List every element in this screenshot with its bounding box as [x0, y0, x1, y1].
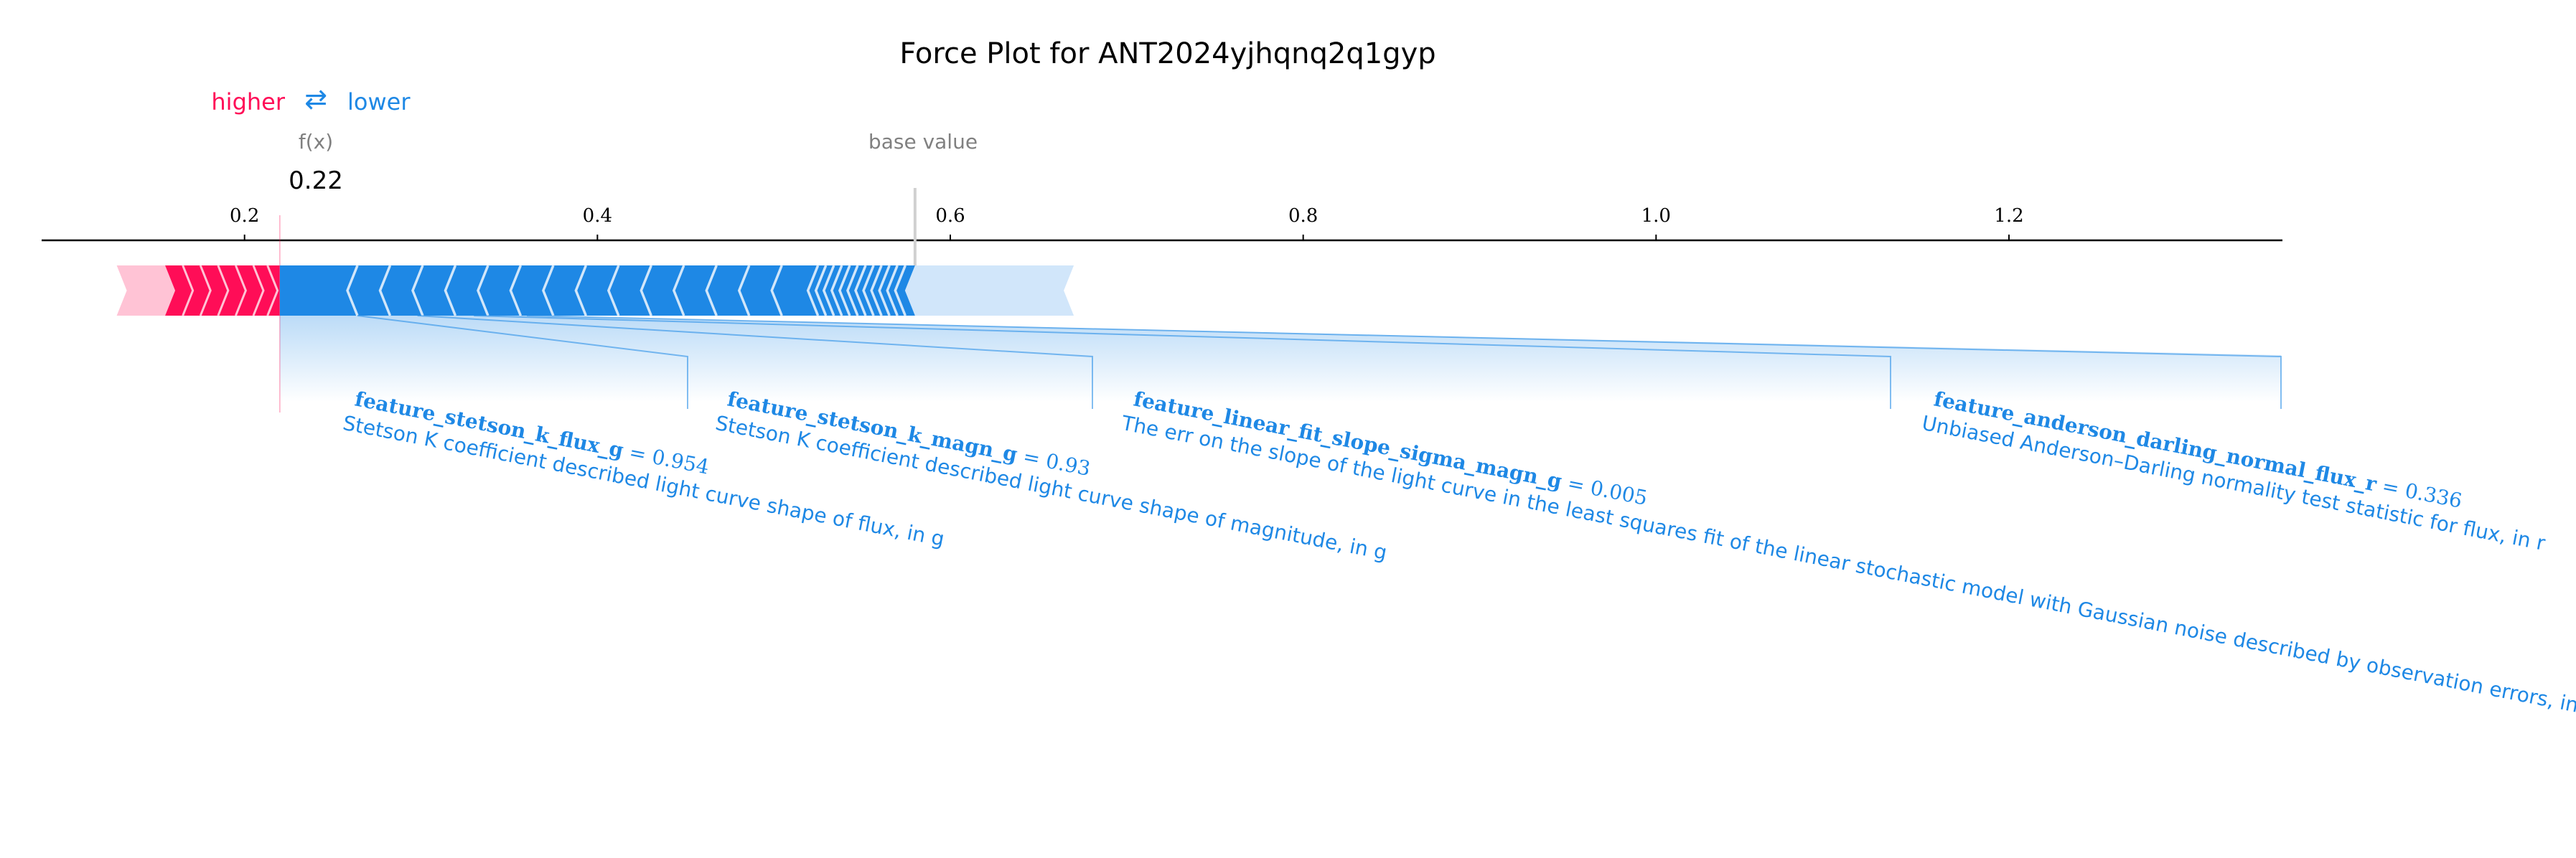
- x-tick-label: 0.4: [583, 205, 612, 227]
- negative-divider: [830, 265, 843, 316]
- x-axis: 0.2 0.4 0.6 0.8 1.0 1.2: [42, 205, 2282, 242]
- negative-divider: [737, 265, 751, 316]
- positive-divider: [217, 265, 230, 316]
- legend-arrows-icon: ⇄: [304, 83, 327, 115]
- negative-divider: [894, 265, 907, 316]
- fx-label: f(x): [299, 130, 333, 154]
- negative-divider: [822, 265, 835, 316]
- negative-divider: [705, 265, 718, 316]
- legend-lower-label: lower: [347, 88, 411, 116]
- negative-divider: [814, 265, 828, 316]
- negative-divider: [477, 265, 490, 316]
- positive-bar: [165, 265, 280, 316]
- chart-title: Force Plot for ANT2024yjhqnq2q1gyp: [899, 37, 1435, 70]
- negative-divider: [411, 265, 424, 316]
- negative-divider: [574, 265, 588, 316]
- negative-bar: [279, 265, 915, 316]
- feature-connector: [417, 315, 1093, 409]
- negative-divider: [444, 265, 457, 316]
- feature-connector: [357, 315, 688, 409]
- x-tick-label: 1.0: [1641, 205, 1671, 227]
- x-tick-label: 1.2: [1994, 205, 2023, 227]
- feature-connector: [474, 315, 1891, 409]
- negative-divider: [862, 265, 875, 316]
- x-tick-label: 0.2: [230, 205, 259, 227]
- positive-divider: [235, 265, 248, 316]
- contribution-fade: [279, 316, 2281, 402]
- legend: higher ⇄ lower: [211, 83, 411, 116]
- x-tick-label: 0.6: [935, 205, 965, 227]
- negative-divider: [854, 265, 867, 316]
- negative-divider: [886, 265, 899, 316]
- feature-label: feature_stetson_k_flux_g = 0.954Stetson …: [341, 387, 947, 551]
- negative-divider: [770, 265, 783, 316]
- negative-divider: [806, 265, 820, 316]
- negative-divider: [672, 265, 685, 316]
- negative-divider: [509, 265, 523, 316]
- negative-divider: [878, 265, 891, 316]
- feature-connector: [527, 315, 2282, 409]
- feature-label: feature_anderson_darling_normal_flux_r =…: [1920, 387, 2547, 555]
- negative-divider: [346, 265, 359, 316]
- legend-higher-label: higher: [211, 88, 285, 116]
- positive-divider: [252, 265, 265, 316]
- positive-divider: [199, 265, 212, 316]
- negative-divider: [640, 265, 652, 316]
- positive-divider: [266, 265, 279, 316]
- feature-description: The err on the slope of the light curve …: [1119, 411, 2576, 721]
- positive-divider: [182, 265, 195, 316]
- force-bars: [116, 188, 2281, 412]
- negative-divider: [378, 265, 392, 316]
- negative-divider: [838, 265, 851, 316]
- negative-divider: [870, 265, 883, 316]
- fx-value: 0.22: [289, 166, 343, 195]
- negative-divider: [846, 265, 859, 316]
- x-tick-label: 0.8: [1288, 205, 1318, 227]
- base-value-label: base value: [868, 130, 978, 154]
- negative-divider: [606, 265, 620, 316]
- feature-description: Unbiased Anderson–Darling normality test…: [1920, 411, 2547, 555]
- negative-divider: [542, 265, 555, 316]
